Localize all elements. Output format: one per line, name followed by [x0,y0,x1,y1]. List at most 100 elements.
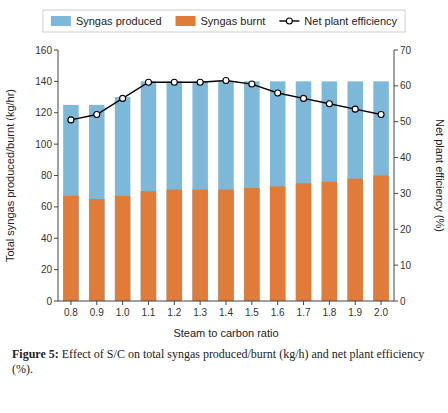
x-tick-label: 1.4 [219,307,233,318]
bar [89,105,105,301]
x-tick-label: 1.9 [348,307,362,318]
caption-label: Figure 5: [12,347,59,361]
marker [197,79,203,85]
bar-series [63,176,389,302]
x-tick-label: 2.0 [374,307,388,318]
y-tick-label: 100 [35,139,52,150]
y-tick [54,301,58,302]
x-tick-label: 0.9 [90,307,104,318]
x-tick [251,301,252,305]
y2-tick [394,193,398,194]
axes: 0204060801001201401600102030405060700.80… [35,45,411,319]
x-tick [303,301,304,305]
x-tick [70,301,71,305]
y-tick-label: 60 [41,201,53,212]
x-tick-label: 1.0 [116,307,130,318]
bar [373,81,389,301]
x-tick-label: 1.3 [193,307,207,318]
x-tick [355,301,356,305]
legend-item: Net plant efficiency [279,15,397,27]
y-tick-label: 80 [41,170,53,181]
legend-item: Syngas burnt [176,15,266,27]
y2-tick-label: 0 [400,296,406,307]
bar [244,81,260,301]
y2-tick-label: 20 [400,224,412,235]
marker [326,101,332,107]
y2-tick [394,301,398,302]
y-tick-label: 120 [35,107,52,118]
marker [378,112,384,118]
bar [218,190,234,301]
legend-label: Syngas produced [76,15,162,27]
x-tick-label: 1.2 [167,307,181,318]
bar [167,190,183,301]
marker [301,95,307,101]
line-series [68,77,384,122]
marker [223,77,229,83]
y2-tick-label: 60 [400,80,412,91]
x-tick [381,301,382,305]
marker [120,95,126,101]
y-tick [54,269,58,270]
x-tick [122,301,123,305]
y2-tick-label: 30 [400,188,412,199]
y2-tick [394,157,398,158]
y-tick-label: 40 [41,233,53,244]
y-tick [54,144,58,145]
bar [89,199,105,301]
x-tick-label: 1.6 [271,307,285,318]
legend-marker [286,18,292,24]
bar [373,176,389,302]
y2-tick-label: 70 [400,45,412,56]
y-tick [54,81,58,82]
y-tick-label: 0 [46,296,52,307]
y-tick [54,238,58,239]
caption: Figure 5: Effect of S/C on total syngas … [0,345,448,377]
x-tick-label: 1.5 [245,307,259,318]
x-tick [329,301,330,305]
y2-tick-label: 40 [400,152,412,163]
y-axis-label: Total syngas produced/burnt (kg/hr) [4,89,16,262]
x-tick [96,301,97,305]
y2-tick [394,229,398,230]
x-tick [148,301,149,305]
bar [63,105,79,301]
bar [63,196,79,301]
y2-tick [394,50,398,51]
x-tick-label: 1.8 [322,307,336,318]
bar [296,81,312,301]
y-tick-label: 140 [35,76,52,87]
x-tick-label: 0.8 [64,307,78,318]
bar [296,183,312,301]
line [71,80,381,119]
bar-series [63,81,389,301]
y2-tick-label: 50 [400,116,412,127]
bar [192,190,208,301]
marker [275,90,281,96]
legend-label: Syngas burnt [201,15,266,27]
marker [145,79,151,85]
y2-tick [394,85,398,86]
bar [167,81,183,301]
bar [322,81,338,301]
legend-item: Syngas produced [51,15,162,27]
bar [347,81,363,301]
bar [347,179,363,301]
bar [115,97,131,301]
legend-frame [43,10,405,32]
y-tick [54,206,58,207]
y-tick [54,112,58,113]
y2-axis-line [394,50,395,301]
x-tick [200,301,201,305]
bar [192,81,208,301]
x-tick [226,301,227,305]
marker [171,79,177,85]
bar [244,188,260,301]
bar [322,182,338,301]
y2-tick [394,265,398,266]
bar [270,186,286,301]
legend-symbol [51,16,71,26]
marker [68,117,74,123]
bar [218,81,234,301]
x-tick [174,301,175,305]
